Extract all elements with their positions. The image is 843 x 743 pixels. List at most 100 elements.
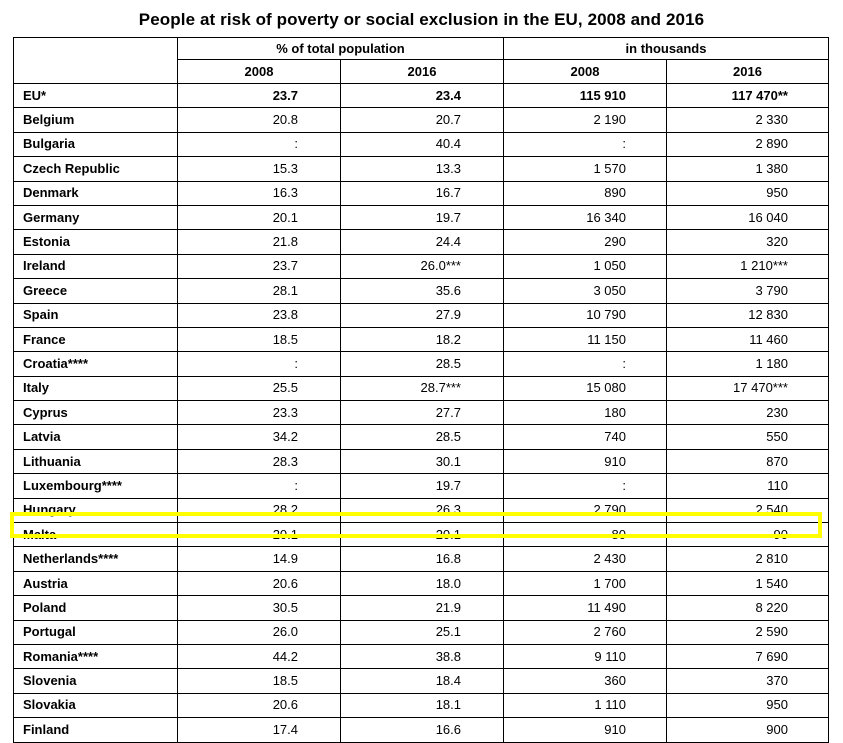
country-cell: Italy [13,375,178,402]
thousands-2008-cell: 3 050 [503,278,667,304]
country-cell: EU* [13,82,178,109]
year-header: 2008 [177,59,341,84]
pct-2008-cell: 20.6 [177,570,341,597]
thousands-2016-cell: 17 470*** [666,375,829,402]
pct-2016-cell: 20.1 [340,522,504,548]
thousands-2008-cell: 11 490 [503,595,667,621]
country-cell: Austria [13,570,178,597]
thousands-2016-cell: 12 830 [666,302,829,328]
pct-2016-cell: 18.1 [340,692,504,719]
pct-2008-cell: 23.3 [177,400,341,426]
thousands-2008-cell: 80 [503,522,667,548]
thousands-2008-cell: 2 760 [503,619,667,645]
thousands-2016-cell: 950 [666,692,829,719]
table-row: Spain 23.8 27.9 10 790 12 830 [13,302,829,328]
country-cell: Spain [13,302,178,328]
country-cell: Hungary [13,497,178,524]
thousands-2016-cell: 370 [666,668,829,694]
country-header-cell-lower [13,59,178,84]
thousands-2016-cell: 16 040 [666,204,829,231]
country-cell: Cyprus [13,400,178,426]
thousands-2008-cell: 2 430 [503,546,667,572]
table-row: France 18.5 18.2 11 150 11 460 [13,326,829,353]
pct-2008-cell: 16.3 [177,180,341,206]
thousands-2016-cell: 11 460 [666,326,829,353]
pct-2016-cell: 30.1 [340,448,504,475]
thousands-group-header: in thousands [503,37,829,60]
pct-2016-cell: 27.9 [340,302,504,328]
country-cell: France [13,326,178,353]
pct-2016-cell: 19.7 [340,473,504,499]
thousands-2008-cell: 16 340 [503,204,667,231]
pct-2016-cell: 24.4 [340,229,504,255]
pct-2016-cell: 38.8 [340,643,504,670]
pct-2008-cell: 23.7 [177,253,341,280]
thousands-2008-cell: 2 190 [503,107,667,133]
thousands-2008-cell: 9 110 [503,643,667,670]
pct-2008-cell: 18.5 [177,668,341,694]
thousands-2016-cell: 900 [666,717,829,743]
pct-2008-cell: 23.7 [177,82,341,109]
pct-2008-cell: 44.2 [177,643,341,670]
thousands-2016-cell: 230 [666,400,829,426]
pct-2008-cell: 26.0 [177,619,341,645]
table-row: EU* 23.7 23.4 115 910 117 470** [13,82,829,109]
table-row: Malta 20.1 20.1 80 90 [13,522,829,548]
country-cell: Poland [13,595,178,621]
table-row: Germany 20.1 19.7 16 340 16 040 [13,204,829,231]
country-cell: Luxembourg**** [13,473,178,499]
pct-2008-cell: : [177,351,341,377]
thousands-2016-cell: 870 [666,448,829,475]
thousands-2016-cell: 2 590 [666,619,829,645]
pct-2008-cell: 18.5 [177,326,341,353]
pct-2016-cell: 13.3 [340,156,504,182]
pct-2008-cell: 30.5 [177,595,341,621]
country-cell: Netherlands**** [13,546,178,572]
pct-2016-cell: 16.8 [340,546,504,572]
thousands-2016-cell: 110 [666,473,829,499]
table-row: Slovenia 18.5 18.4 360 370 [13,668,829,694]
country-cell: Bulgaria [13,131,178,158]
country-cell: Romania**** [13,643,178,670]
table-row: Netherlands**** 14.9 16.8 2 430 2 810 [13,546,829,572]
country-cell: Slovakia [13,692,178,719]
table-row: Bulgaria:40.4:2 890 [13,131,829,158]
thousands-2008-cell: 290 [503,229,667,255]
thousands-2016-cell: 1 210*** [666,253,829,280]
thousands-2008-cell: 910 [503,717,667,743]
table-row: Finland 17.4 16.6 910 900 [13,717,829,743]
table-row: Denmark 16.3 16.7 890 950 [13,180,829,206]
table-row: Poland 30.5 21.9 11 490 8 220 [13,595,829,621]
thousands-2016-cell: 2 810 [666,546,829,572]
country-cell: Estonia [13,229,178,255]
table-row: Portugal 26.0 25.1 2 760 2 590 [13,619,829,645]
thousands-2008-cell: 15 080 [503,375,667,402]
year-header: 2008 [503,59,667,84]
pct-2008-cell: 20.1 [177,522,341,548]
pct-2008-cell: 28.1 [177,278,341,304]
country-cell: Finland [13,717,178,743]
thousands-2016-cell: 2 540 [666,497,829,524]
country-cell: Czech Republic [13,156,178,182]
pct-2016-cell: 19.7 [340,204,504,231]
pct-2008-cell: 20.1 [177,204,341,231]
thousands-2016-cell: 1 180 [666,351,829,377]
table-row: Czech Republic 15.3 13.3 1 570 1 380 [13,156,829,182]
year-header: 2016 [666,59,829,84]
pct-2016-cell: 18.0 [340,570,504,597]
pct-2016-cell: 35.6 [340,278,504,304]
thousands-2016-cell: 950 [666,180,829,206]
pct-2016-cell: 26.3 [340,497,504,524]
pct-2008-cell: 28.3 [177,448,341,475]
pct-2016-cell: 40.4 [340,131,504,158]
pct-2016-cell: 18.2 [340,326,504,353]
pct-2016-cell: 16.6 [340,717,504,743]
thousands-2008-cell: 11 150 [503,326,667,353]
pct-2008-cell: 23.8 [177,302,341,328]
thousands-2008-cell: : [503,473,667,499]
year-header: 2016 [340,59,504,84]
pct-2016-cell: 16.7 [340,180,504,206]
table-row: Cyprus 23.3 27.7 180 230 [13,400,829,426]
pct-2008-cell: 20.8 [177,107,341,133]
thousands-2016-cell: 2 890 [666,131,829,158]
